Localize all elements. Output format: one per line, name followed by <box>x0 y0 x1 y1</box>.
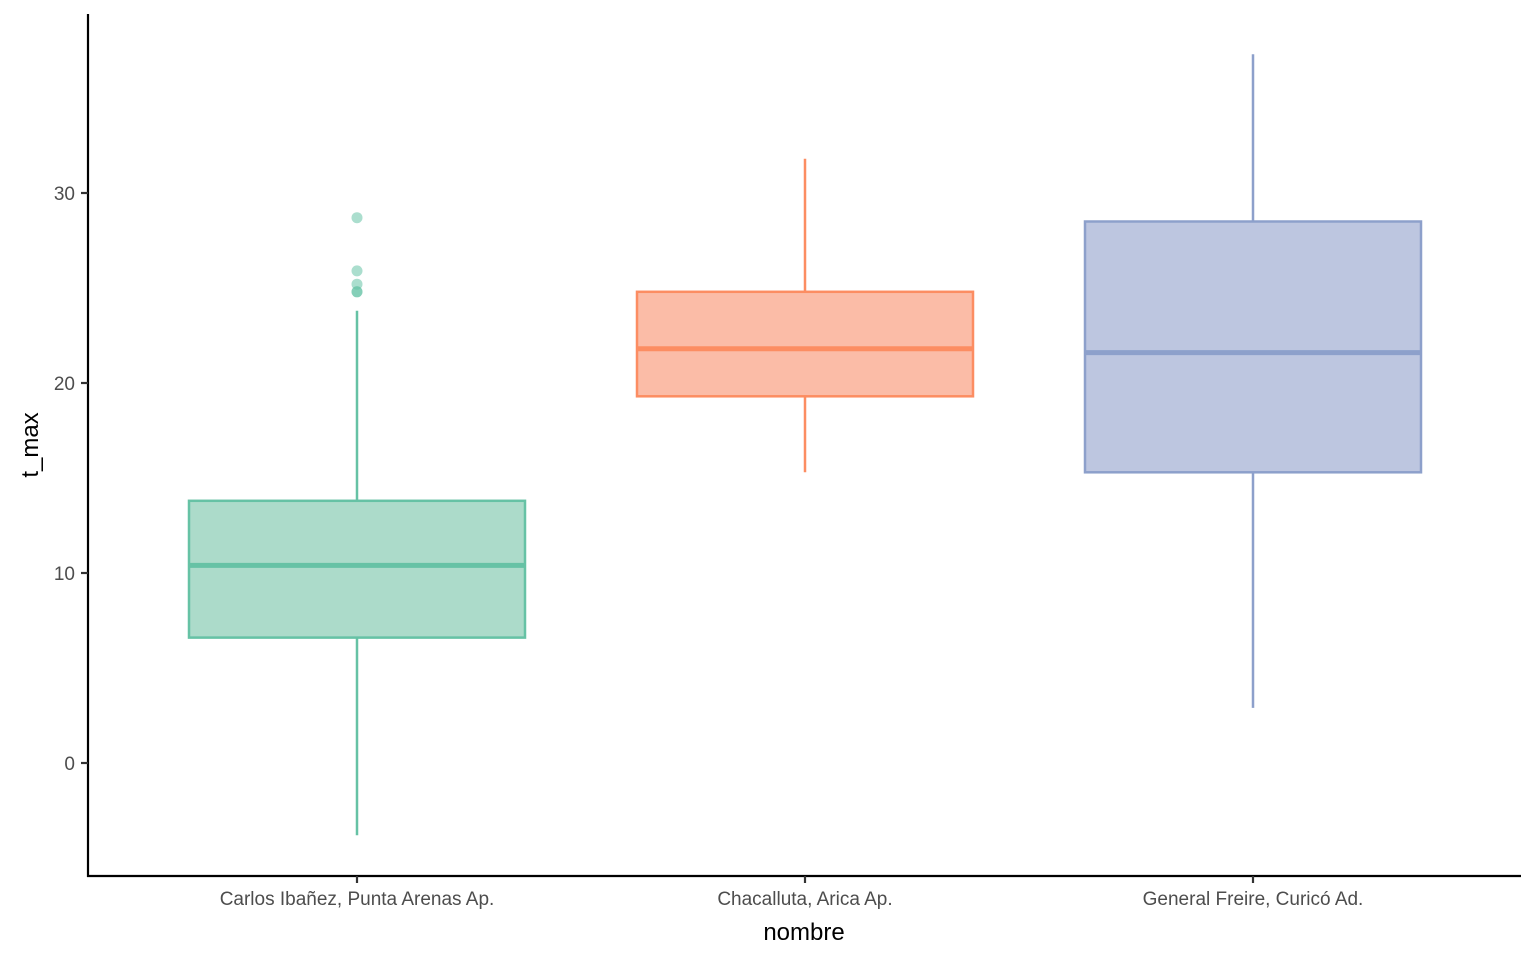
x-tick-label: Chacalluta, Arica Ap. <box>717 889 892 910</box>
y-tick-label: 0 <box>64 754 75 775</box>
iqr-box <box>187 499 527 639</box>
iqr-box <box>635 290 975 398</box>
x-tick-label: General Freire, Curicó Ad. <box>1143 889 1364 910</box>
iqr-box <box>1083 220 1423 474</box>
x-ticks: Carlos Ibañez, Punta Arenas Ap. Chacallut… <box>220 876 1364 910</box>
outlier-point <box>351 286 363 298</box>
y-axis-title: t_max <box>17 412 44 477</box>
outlier-point <box>351 278 363 290</box>
y-tick-label: 30 <box>54 184 75 205</box>
box-group <box>187 212 527 836</box>
x-axis-title: nombre <box>763 919 844 946</box>
boxes-layer <box>187 54 1423 836</box>
y-tick-label: 10 <box>54 564 75 585</box>
outlier-point <box>351 212 363 224</box>
x-tick-label: Carlos Ibañez, Punta Arenas Ap. <box>220 889 495 910</box>
y-ticks: 0 10 20 30 <box>54 184 88 775</box>
box-group <box>1083 54 1423 708</box>
outlier-point <box>351 265 363 277</box>
y-tick-label: 20 <box>54 374 75 395</box>
box-group <box>635 158 975 473</box>
